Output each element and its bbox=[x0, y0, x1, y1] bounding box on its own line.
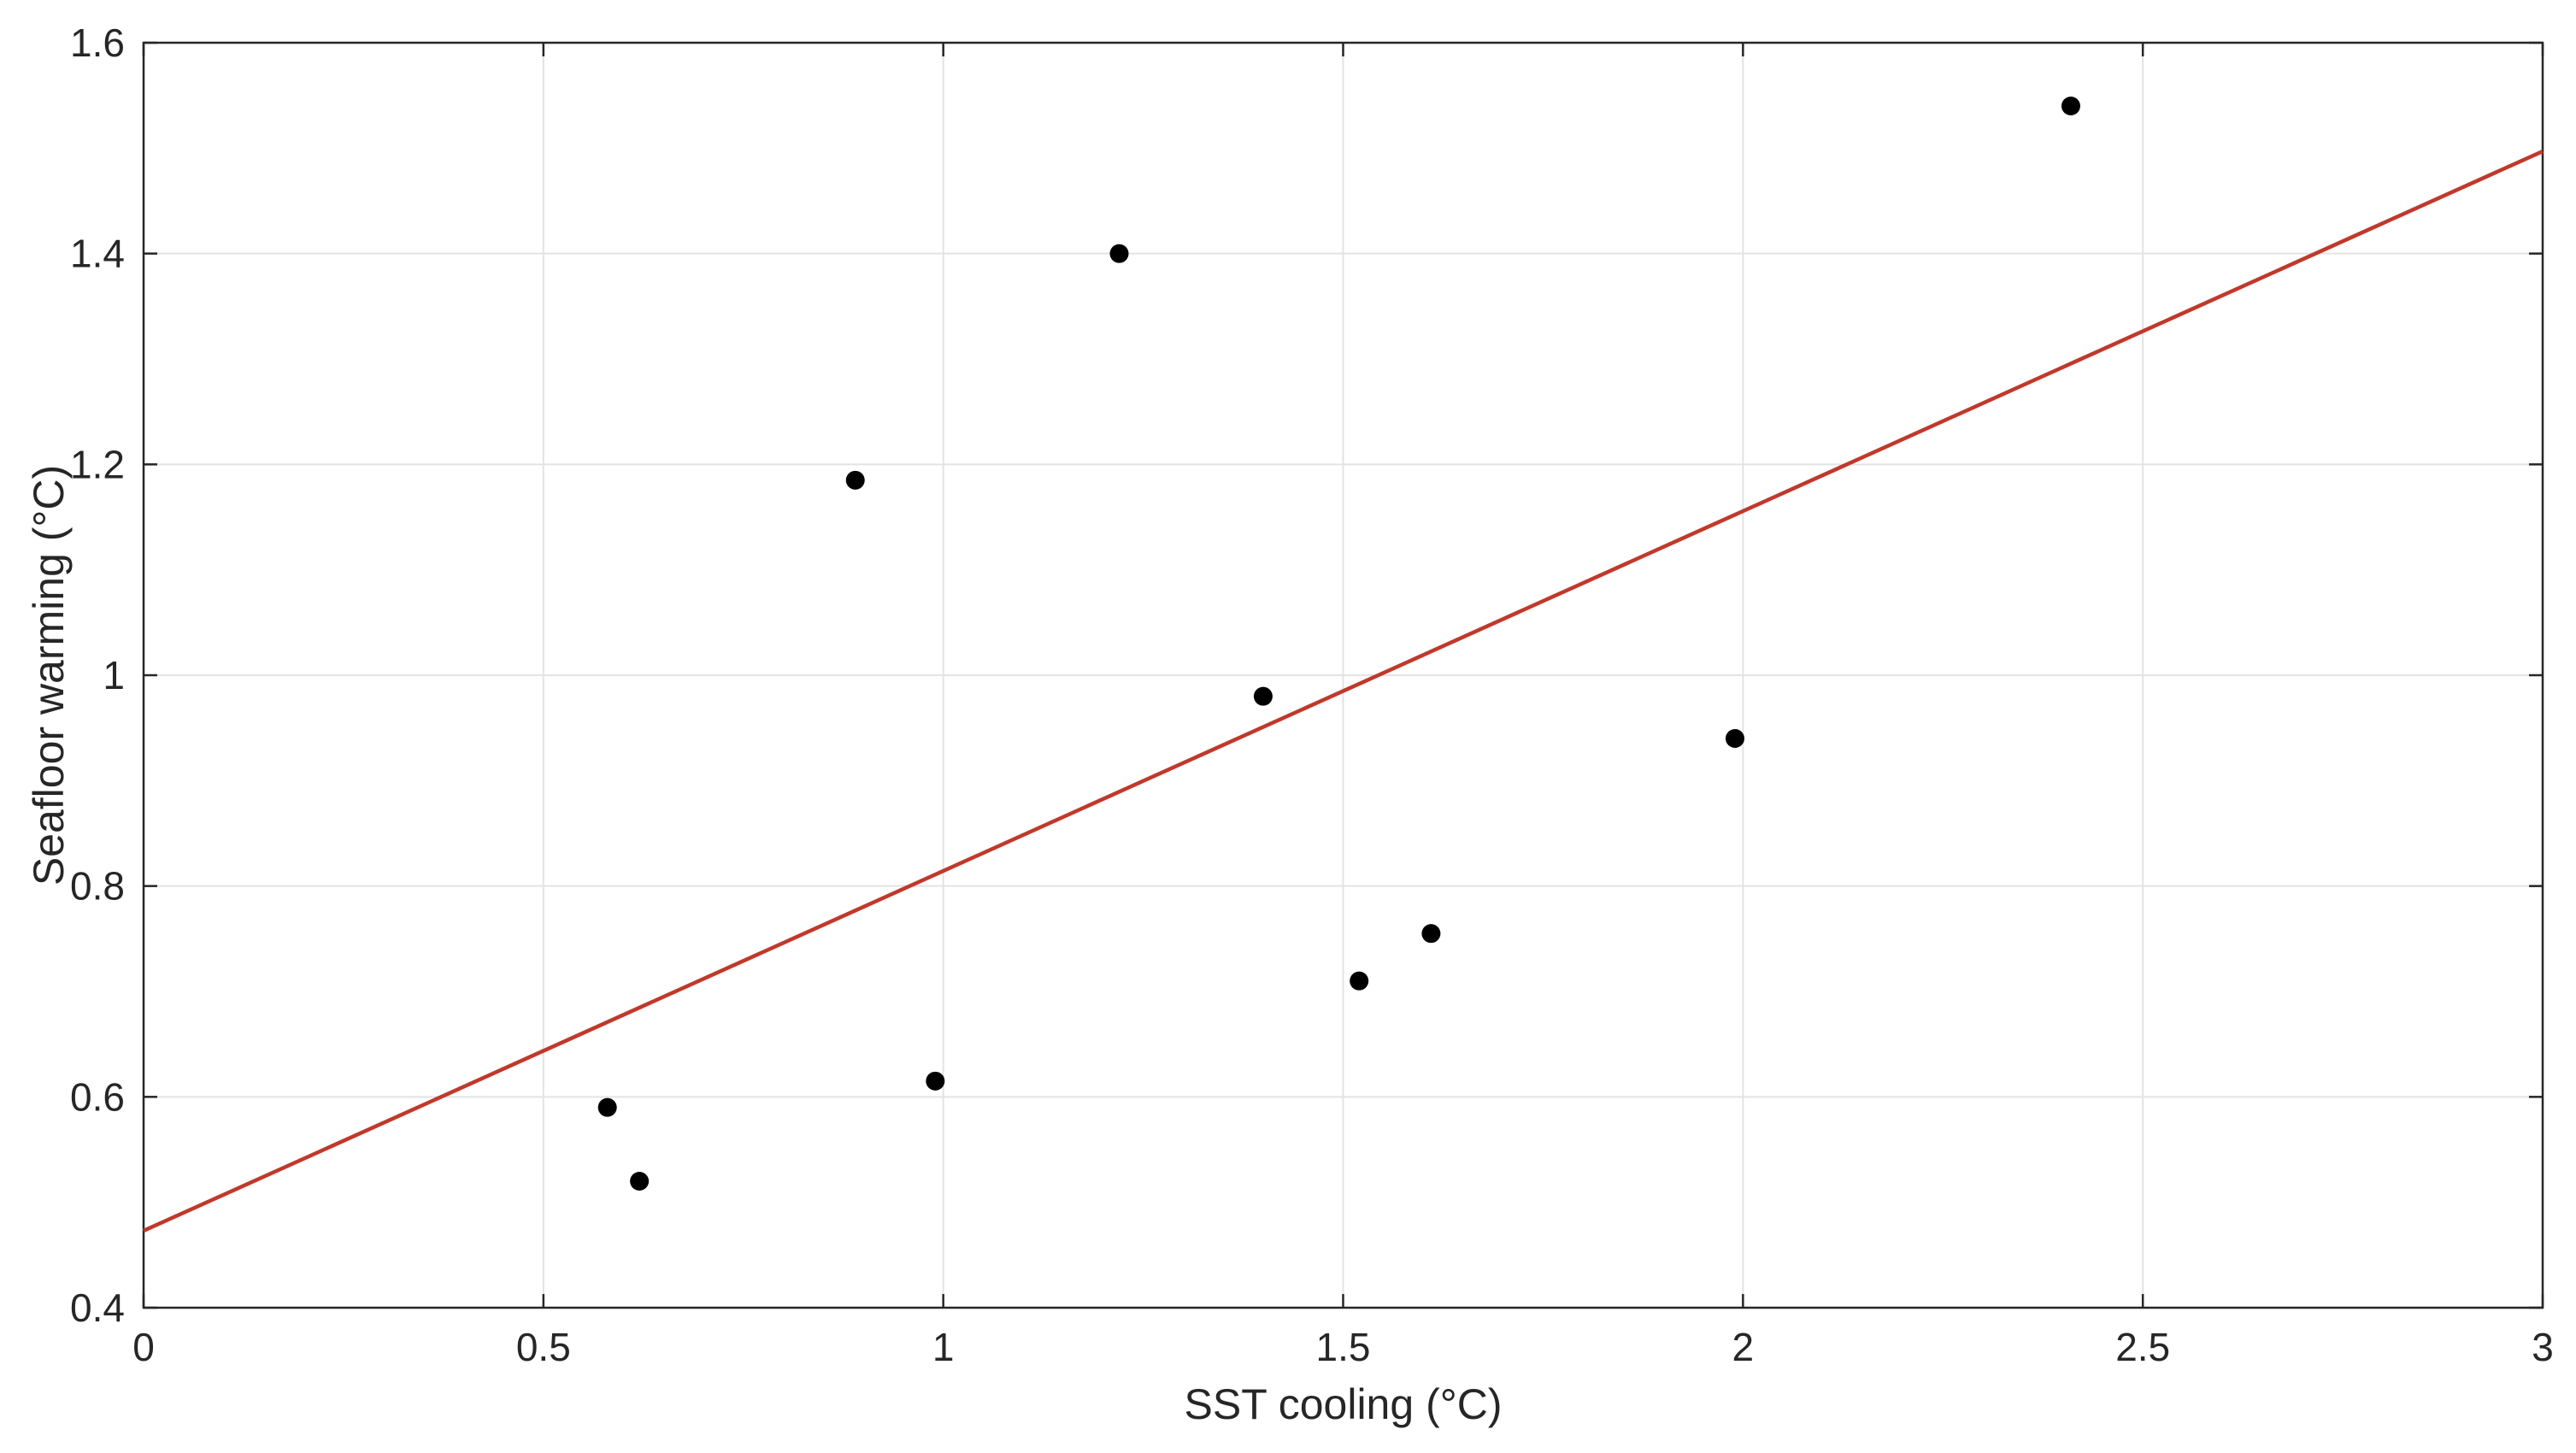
y-tick-label: 0.8 bbox=[70, 864, 125, 909]
axes-frame bbox=[142, 41, 2544, 1309]
y-tick-label: 1.2 bbox=[70, 442, 125, 486]
x-tick-label: 0.5 bbox=[516, 1325, 571, 1369]
x-axis-label: SST cooling (°C) bbox=[1185, 1380, 1503, 1428]
data-point bbox=[845, 470, 865, 490]
x-tick-label: 0 bbox=[132, 1325, 155, 1369]
x-tick-label: 3 bbox=[2532, 1325, 2554, 1369]
y-tick-label: 0.6 bbox=[70, 1074, 125, 1119]
y-tick-label: 1.6 bbox=[70, 21, 125, 65]
data-point bbox=[1109, 244, 1129, 263]
data-point bbox=[1350, 971, 1369, 991]
data-point bbox=[2061, 97, 2080, 115]
fit-line-layer bbox=[143, 149, 2544, 1233]
x-tick-label: 2.5 bbox=[2115, 1325, 2170, 1369]
x-tick-label: 1 bbox=[932, 1325, 955, 1369]
x-tick-label: 2 bbox=[1732, 1325, 1755, 1369]
data-point bbox=[1725, 729, 1744, 748]
tick-labels-layer: 0 0.5 1 1.5 2 2.5 3 0.4 0.6 0.8 1 1.2 1.4 1.6 bbox=[70, 21, 2554, 1369]
data-point bbox=[926, 1071, 945, 1091]
data-point bbox=[597, 1097, 617, 1117]
y-tick-label: 0.4 bbox=[70, 1285, 125, 1330]
data-point bbox=[1421, 924, 1441, 944]
points-layer bbox=[597, 97, 2080, 1191]
fit-line bbox=[143, 149, 2544, 1233]
y-tick-label: 1 bbox=[103, 653, 125, 697]
x-tick-label: 1.5 bbox=[1316, 1325, 1371, 1369]
data-point bbox=[1253, 686, 1273, 706]
data-point bbox=[630, 1172, 650, 1191]
y-axis-label: Seafloor warming (°C) bbox=[25, 465, 73, 885]
grid-layer bbox=[144, 43, 2543, 1308]
y-tick-label: 1.4 bbox=[70, 232, 125, 276]
